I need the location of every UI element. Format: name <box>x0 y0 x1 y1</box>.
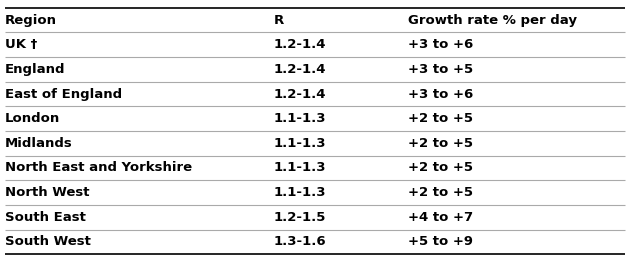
Text: 1.2-1.4: 1.2-1.4 <box>274 88 326 101</box>
Text: South West: South West <box>5 235 91 248</box>
Text: +2 to +5: +2 to +5 <box>408 186 473 199</box>
Text: +3 to +6: +3 to +6 <box>408 88 474 101</box>
Text: Region: Region <box>5 14 57 27</box>
Text: London: London <box>5 112 60 125</box>
Text: North West: North West <box>5 186 89 199</box>
Text: 1.1-1.3: 1.1-1.3 <box>274 137 326 150</box>
Text: 1.2-1.5: 1.2-1.5 <box>274 211 326 224</box>
Text: +2 to +5: +2 to +5 <box>408 137 473 150</box>
Text: South East: South East <box>5 211 86 224</box>
Text: 1.2-1.4: 1.2-1.4 <box>274 38 326 51</box>
Text: Growth rate % per day: Growth rate % per day <box>408 14 577 27</box>
Text: Midlands: Midlands <box>5 137 73 150</box>
Text: +3 to +6: +3 to +6 <box>408 38 474 51</box>
Text: East of England: East of England <box>5 88 122 101</box>
Text: 1.2-1.4: 1.2-1.4 <box>274 63 326 76</box>
Text: 1.1-1.3: 1.1-1.3 <box>274 161 326 174</box>
Text: 1.1-1.3: 1.1-1.3 <box>274 186 326 199</box>
Text: 1.3-1.6: 1.3-1.6 <box>274 235 327 248</box>
Text: UK †: UK † <box>5 38 37 51</box>
Text: +3 to +5: +3 to +5 <box>408 63 473 76</box>
Text: R: R <box>274 14 284 27</box>
Text: 1.1-1.3: 1.1-1.3 <box>274 112 326 125</box>
Text: England: England <box>5 63 66 76</box>
Text: +4 to +7: +4 to +7 <box>408 211 473 224</box>
Text: North East and Yorkshire: North East and Yorkshire <box>5 161 192 174</box>
Text: +5 to +9: +5 to +9 <box>408 235 473 248</box>
Text: +2 to +5: +2 to +5 <box>408 161 473 174</box>
Text: +2 to +5: +2 to +5 <box>408 112 473 125</box>
